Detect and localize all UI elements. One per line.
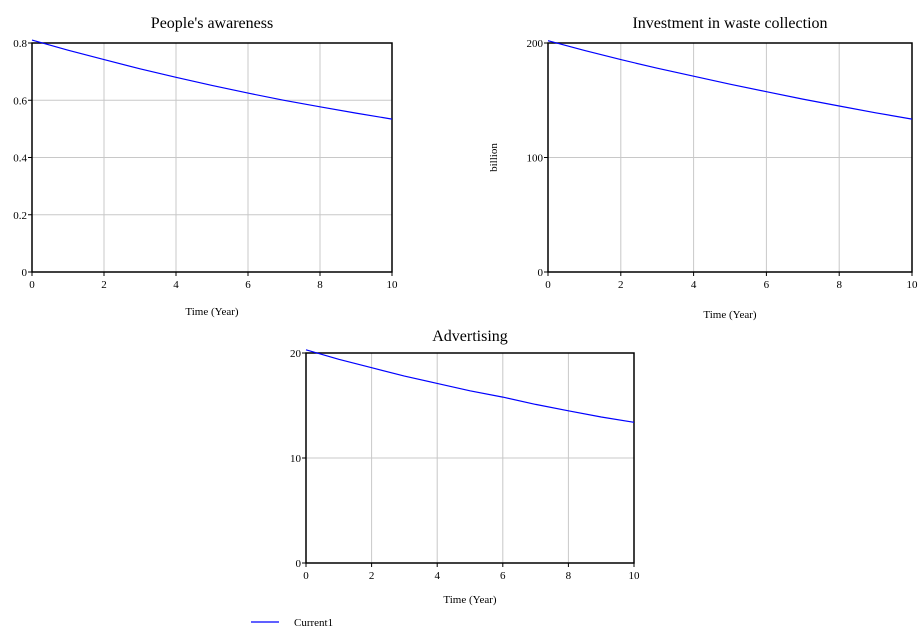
x-tick-label: 6 [245, 279, 251, 291]
chart-peoples-awareness: People's awareness 0 2 4 6 8 10 0 0.2 0.4 0.6 0.8 Ti… [13, 15, 398, 318]
chart-title: Advertising [432, 328, 508, 345]
x-tick-label: 8 [836, 279, 842, 291]
x-tick-label: 6 [500, 570, 506, 582]
x-tick-label: 6 [764, 279, 770, 291]
y-tick-label: 0.2 [13, 210, 27, 222]
y-tick-label: 200 [527, 38, 544, 50]
y-tick-label: 20 [290, 348, 302, 360]
x-axis-label: Time (Year) [703, 309, 757, 321]
x-tick-label: 4 [434, 570, 440, 582]
y-tick-label: 0 [296, 558, 302, 570]
x-tick-label: 2 [369, 570, 375, 582]
chart-advertising: Advertising 0 2 4 6 8 10 0 10 20 Time (Year) [290, 328, 640, 606]
series-line-current1 [31, 39, 393, 120]
y-tick-label: 0 [22, 267, 28, 279]
x-axis-label: Time (Year) [185, 306, 239, 318]
y-tick-label: 100 [527, 153, 544, 165]
y-tick-label: 0.4 [13, 153, 27, 165]
x-tick-label: 8 [566, 570, 572, 582]
y-tick-label: 10 [290, 453, 302, 465]
y-tick-label: 0 [538, 267, 544, 279]
x-tick-label: 2 [618, 279, 624, 291]
series-line-current1 [547, 40, 913, 120]
legend: Current1 [251, 617, 333, 629]
y-tick-label: 0.6 [13, 95, 27, 107]
chart-title: People's awareness [151, 15, 273, 32]
x-tick-label: 4 [173, 279, 179, 291]
series-line-current1 [305, 349, 635, 423]
y-axis-label: billion [488, 143, 500, 172]
x-tick-label: 4 [691, 279, 697, 291]
y-tick-label: 0.8 [13, 38, 27, 50]
legend-label-current1: Current1 [294, 617, 333, 629]
x-tick-label: 10 [907, 279, 919, 291]
x-tick-label: 8 [317, 279, 323, 291]
x-tick-label: 0 [545, 279, 551, 291]
x-axis-label: Time (Year) [443, 594, 497, 606]
x-tick-label: 10 [387, 279, 399, 291]
x-tick-label: 0 [303, 570, 309, 582]
x-tick-label: 10 [629, 570, 641, 582]
x-tick-label: 2 [101, 279, 107, 291]
chart-title: Investment in waste collection [632, 15, 827, 32]
x-tick-label: 0 [29, 279, 35, 291]
